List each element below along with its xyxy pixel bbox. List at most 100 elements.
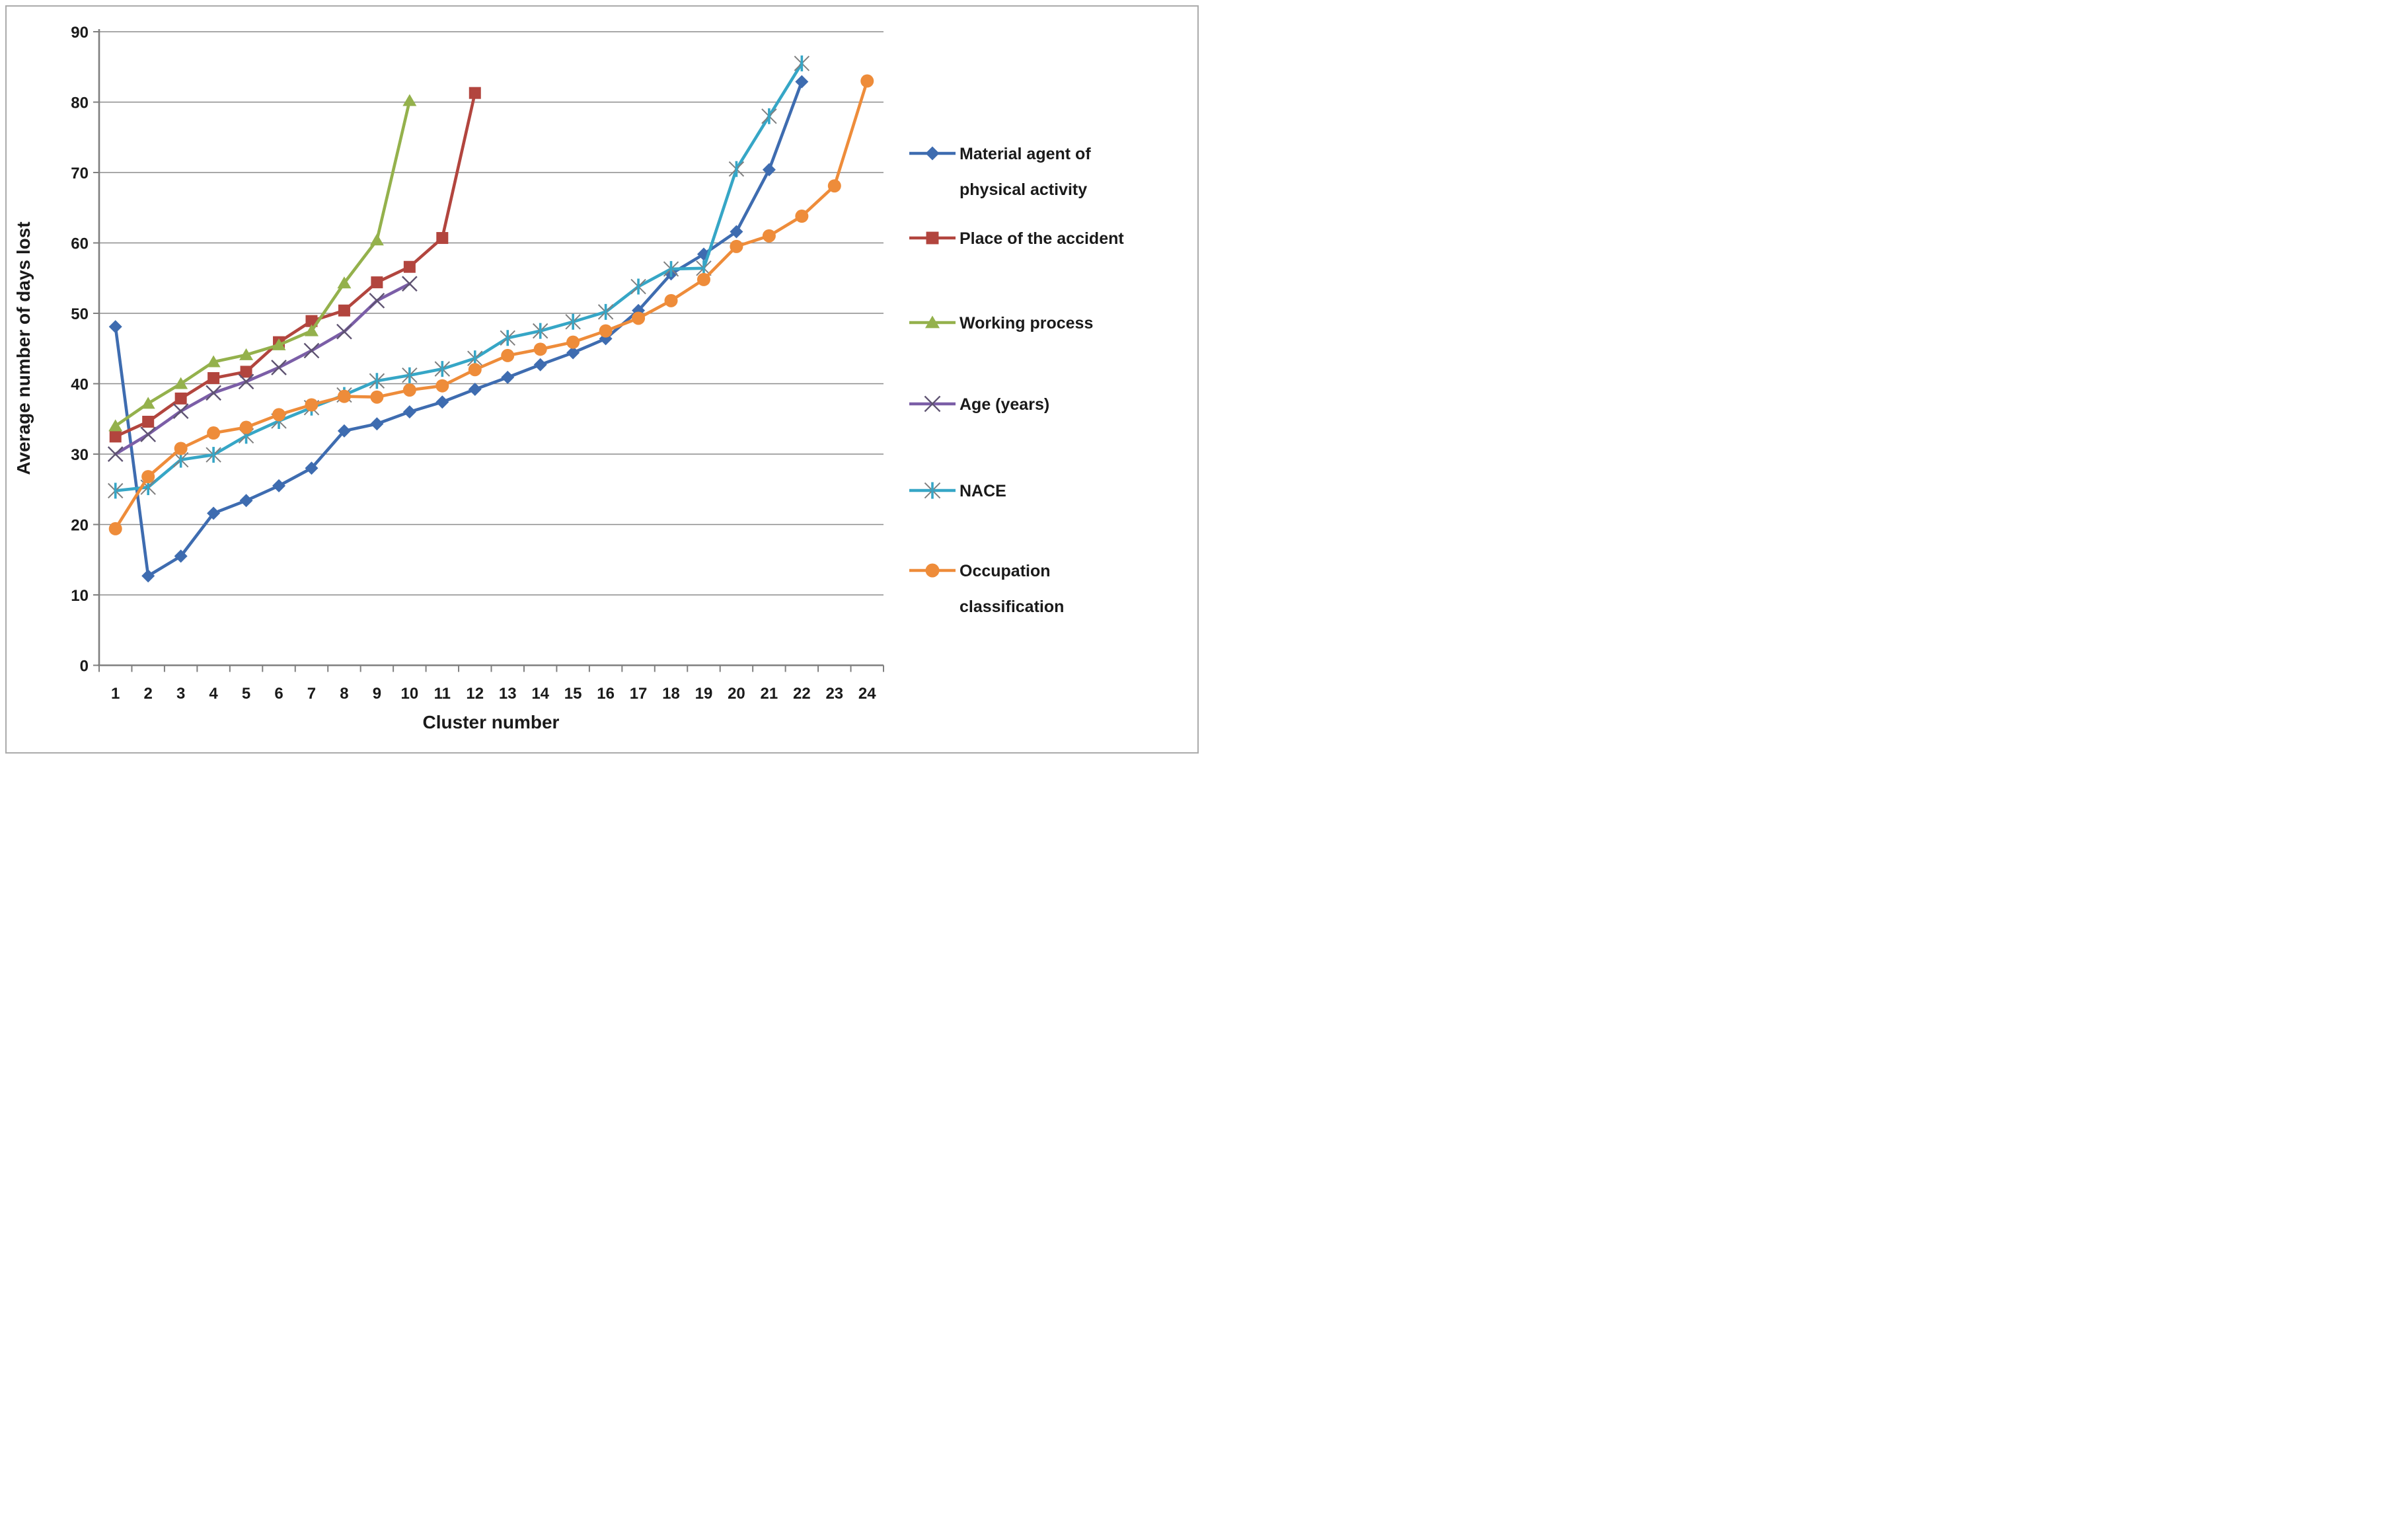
x-tick-label: 20 [728, 685, 745, 703]
marker-x-icon [206, 385, 221, 401]
x-tick-label: 12 [466, 685, 484, 703]
y-tick-label: 90 [71, 24, 89, 42]
figure: 0 10 20 30 40 50 60 70 80 90 1 2 3 4 5 6 7 8 9 10 11 12 13 14 15… [0, 0, 1204, 759]
marker-diamond-icon [370, 417, 384, 431]
legend-label: Material agent of [959, 145, 1091, 163]
figure-border [5, 5, 1199, 754]
marker-circle-icon [370, 390, 384, 404]
legend-label: Age (years) [959, 395, 1049, 414]
series-line-asterisk [114, 61, 804, 492]
x-tick-label: 1 [111, 685, 120, 703]
marker-triangle-icon [108, 419, 123, 432]
marker-x-icon [172, 403, 189, 419]
marker-square-icon [338, 304, 350, 317]
x-tick-label: 23 [825, 685, 843, 703]
marker-circle-icon [239, 420, 253, 434]
series-line-diamond [114, 80, 804, 578]
marker-circle-icon [337, 389, 351, 403]
marker-circle-icon [566, 335, 580, 349]
x-tick-label: 21 [761, 685, 778, 703]
marker-x-icon [402, 276, 418, 292]
marker-circle-icon [174, 442, 188, 455]
marker-triangle-icon [924, 315, 940, 329]
series-line-x [114, 282, 412, 456]
marker-circle-icon [272, 408, 286, 422]
marker-circle-icon [468, 363, 482, 377]
x-tick-label: 2 [144, 685, 153, 703]
legend-label: Working process [959, 314, 1093, 332]
marker-diamond-icon [239, 494, 253, 508]
marker-diamond-icon [402, 405, 416, 419]
x-tick-label: 8 [340, 685, 348, 703]
marker-square-icon [174, 392, 187, 405]
x-tick-label: 19 [695, 685, 713, 703]
marker-x-icon [924, 395, 941, 412]
marker-circle-icon [305, 398, 319, 412]
series-line-circle [114, 79, 869, 531]
marker-triangle-icon [141, 397, 155, 409]
marker-x-icon [369, 292, 385, 309]
marker-diamond-icon [795, 75, 809, 89]
marker-square-icon [403, 260, 416, 273]
y-tick-label: 70 [71, 165, 89, 182]
marker-circle-icon [435, 379, 449, 393]
marker-diamond-icon [337, 424, 351, 438]
marker-triangle-icon [369, 233, 384, 246]
marker-square-icon [240, 366, 252, 378]
marker-circle-icon [402, 383, 416, 397]
marker-circle-icon [827, 179, 841, 193]
marker-x-icon [271, 360, 287, 375]
marker-circle-icon [730, 239, 743, 253]
marker-diamond-icon [207, 506, 221, 520]
marker-triangle-icon [206, 355, 221, 368]
x-tick-label: 17 [630, 685, 648, 703]
marker-square-icon [142, 416, 155, 428]
x-tick-label: 6 [274, 685, 283, 703]
marker-diamond-icon [730, 225, 743, 239]
y-tick-label: 60 [71, 235, 89, 253]
marker-diamond-icon [468, 383, 482, 397]
legend-label: physical activity [959, 180, 1087, 199]
marker-circle-icon [599, 324, 613, 338]
marker-diamond-icon [305, 461, 319, 475]
x-axis-title: Cluster number [422, 712, 560, 732]
marker-diamond-icon [533, 358, 547, 371]
y-tick-label: 20 [71, 517, 89, 535]
y-axis-title: Average number of days lost [13, 221, 34, 475]
y-tick-label: 50 [71, 305, 89, 323]
marker-circle-icon [108, 522, 122, 535]
x-tick-label: 5 [242, 685, 250, 703]
marker-diamond-icon [141, 569, 155, 583]
legend-label: classification [959, 598, 1064, 616]
marker-diamond-icon [272, 479, 286, 492]
marker-square-icon [469, 87, 481, 99]
marker-x-icon [140, 426, 157, 443]
x-tick-label: 16 [597, 685, 615, 703]
marker-triangle-icon [304, 324, 319, 336]
marker-square-icon [926, 231, 939, 245]
marker-triangle-icon [174, 377, 188, 389]
marker-diamond-icon [566, 346, 580, 360]
y-tick-label: 80 [71, 95, 89, 112]
marker-circle-icon [207, 426, 221, 440]
marker-diamond-icon [762, 163, 776, 176]
x-tick-label: 9 [373, 685, 381, 703]
x-tick-label: 14 [531, 685, 549, 703]
marker-diamond-icon [108, 320, 122, 334]
marker-square-icon [207, 371, 220, 384]
marker-diamond-icon [174, 549, 188, 563]
marker-triangle-icon [402, 94, 417, 106]
series-line-triangle [114, 99, 412, 428]
marker-diamond-icon [501, 370, 515, 384]
y-tick-label: 40 [71, 376, 89, 394]
marker-circle-icon [696, 272, 710, 286]
marker-square-icon [436, 232, 449, 245]
marker-triangle-icon [272, 338, 286, 350]
marker-circle-icon [141, 470, 155, 484]
x-tick-label: 7 [307, 685, 316, 703]
marker-x-icon [107, 446, 124, 462]
marker-square-icon [371, 276, 383, 289]
marker-circle-icon [795, 210, 809, 223]
marker-circle-icon [501, 348, 515, 362]
